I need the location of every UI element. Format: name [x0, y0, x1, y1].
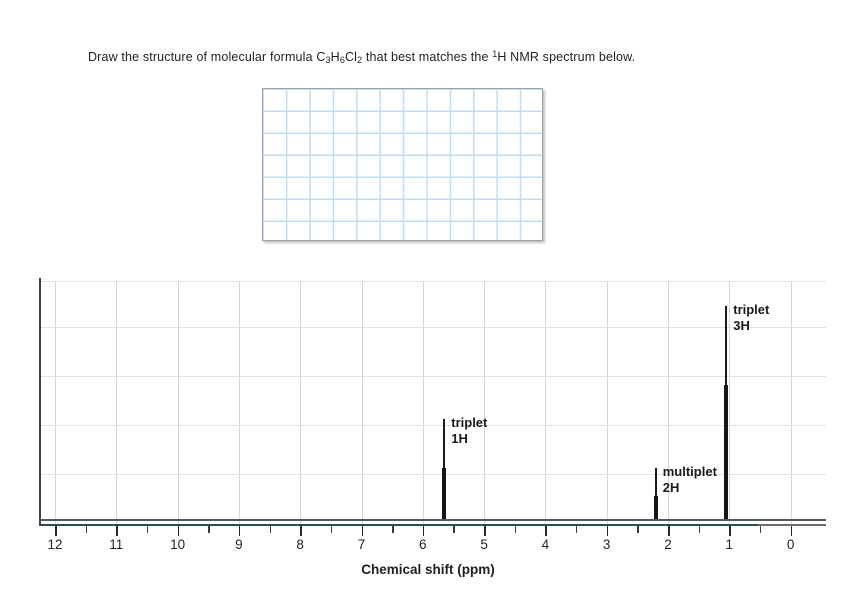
x-axis-line: [39, 524, 826, 527]
x-tick-label: 1: [725, 537, 734, 552]
gridline-horizontal: [39, 376, 826, 377]
nmr-nucleus: 1H NMR spectrum below.: [492, 49, 636, 65]
x-tick-label: 6: [419, 537, 427, 552]
peak-cluster: [653, 496, 658, 519]
x-tick-minor: [146, 526, 149, 533]
peak-multiplicity: multiplet: [662, 463, 717, 479]
gridline-vertical: [422, 281, 424, 524]
x-axis-title: Chemical shift (ppm): [361, 562, 495, 577]
x-tick-major: [238, 526, 241, 536]
x-tick-minor: [392, 526, 394, 533]
gridline-horizontal: [39, 327, 826, 328]
gridline-vertical: [116, 281, 118, 524]
nmr-spectrum-chart: 12 11 10 9 8 7 6 5 4 3 2 1 0 triplet 1H multiplet 2H tri…: [28, 278, 828, 588]
peak-integration: 1H: [451, 431, 468, 447]
x-tick-label: 2: [664, 537, 672, 552]
peak-label-1h: triplet 1H: [451, 415, 487, 447]
structure-drawing-canvas[interactable]: [262, 88, 543, 241]
x-tick-minor: [330, 526, 333, 533]
gridline-vertical: [484, 281, 486, 524]
prompt-text-mid: that best matches the: [362, 50, 493, 65]
x-tick-minor: [514, 526, 517, 533]
x-tick-minor: [85, 526, 88, 533]
y-axis-line: [39, 278, 41, 524]
x-tick-minor: [759, 526, 762, 533]
peak-multiplicity: triplet: [733, 301, 770, 317]
x-tick-major: [606, 526, 609, 536]
x-tick-label: 4: [541, 537, 550, 552]
x-tick-minor: [269, 526, 271, 533]
x-tick-minor: [698, 526, 701, 533]
gridline-vertical: [177, 281, 179, 524]
peak-multiplicity: triplet: [451, 415, 488, 431]
x-tick-label: 8: [296, 537, 304, 552]
gridline-vertical: [545, 281, 547, 524]
x-tick-major: [361, 526, 364, 536]
gridline-vertical: [668, 281, 669, 524]
x-tick-label: 7: [357, 537, 366, 552]
plot-area: [39, 281, 826, 524]
peak-label-3h: triplet 3H: [733, 302, 769, 334]
peak-cluster: [724, 384, 729, 519]
gridline-horizontal: [39, 281, 826, 282]
gridline-vertical: [729, 281, 731, 524]
x-tick-major: [55, 526, 57, 536]
peak-spike: [654, 467, 657, 519]
gridline-vertical: [238, 281, 240, 524]
x-tick-minor: [637, 526, 639, 533]
peak-integration: 3H: [733, 317, 750, 333]
x-tick-minor: [576, 526, 578, 533]
x-tick-minor: [453, 526, 455, 533]
gridline-horizontal: [39, 425, 826, 426]
x-tick-label: 12: [47, 537, 63, 552]
gridline-vertical: [361, 281, 363, 524]
x-tick-label: 11: [109, 537, 124, 552]
gridline-horizontal: [39, 474, 826, 475]
peak-cluster: [442, 467, 447, 519]
peak-integration: 2H: [662, 479, 680, 495]
gridline-vertical: [55, 281, 56, 524]
x-tick-minor: [208, 526, 210, 533]
x-tick-major: [484, 526, 486, 536]
x-tick-label: 3: [602, 537, 611, 552]
x-tick-major: [729, 526, 731, 536]
x-tick-label: 5: [480, 537, 488, 552]
peak-label-2h: multiplet 2H: [663, 464, 717, 496]
x-tick-major: [790, 526, 793, 536]
molecular-formula: C3H6Cl2: [316, 50, 363, 66]
gridline-vertical: [300, 281, 302, 524]
x-tick-major: [116, 526, 118, 536]
x-tick-label: 9: [235, 537, 243, 552]
x-axis-line-right: [758, 524, 826, 527]
x-tick-label: 0: [786, 537, 795, 552]
x-tick-major: [300, 526, 302, 536]
spectrum-baseline: [39, 519, 826, 521]
x-tick-major: [545, 526, 547, 536]
question-prompt: Draw the structure of molecular formula …: [88, 49, 635, 65]
prompt-text-before: Draw the structure of molecular formula: [88, 50, 317, 65]
gridline-vertical: [790, 281, 792, 524]
x-tick-label: 10: [170, 537, 186, 552]
x-tick-major: [422, 526, 425, 536]
x-tick-major: [668, 526, 670, 536]
gridline-vertical: [606, 281, 608, 524]
x-tick-major: [177, 526, 180, 536]
